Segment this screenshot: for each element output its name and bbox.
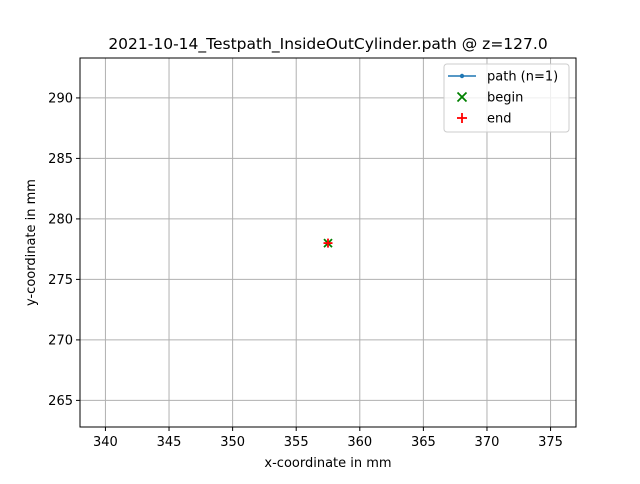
- x-tick-label: 370: [475, 435, 500, 450]
- y-tick-label: 290: [48, 91, 73, 106]
- legend: path (n=1) begin end: [443, 63, 570, 133]
- legend-path-marker-icon: [459, 73, 465, 79]
- x-tick-label: 340: [93, 435, 118, 450]
- chart-title: 2021-10-14_Testpath_InsideOutCylinder.pa…: [108, 35, 547, 54]
- axis-ticks: 340 345 350 355 360 365 370 375 265 270 275 280 285 2…: [48, 91, 563, 450]
- y-tick-label: 265: [48, 394, 73, 409]
- x-tick-label: 350: [220, 435, 245, 450]
- x-tick-label: 365: [411, 435, 436, 450]
- plot-marks: [323, 238, 333, 248]
- y-tick-label: 275: [48, 273, 73, 288]
- y-tick-label: 270: [48, 333, 73, 348]
- plot-frame: [79, 57, 577, 428]
- y-tick-label: 280: [48, 212, 73, 227]
- legend-end-plus-icon: [457, 113, 467, 123]
- legend-box: [443, 63, 570, 133]
- end-marker: [323, 238, 333, 248]
- x-axis-title: x-coordinate in mm: [264, 456, 391, 471]
- x-tick-label: 345: [157, 435, 182, 450]
- y-tick-label: 285: [48, 152, 73, 167]
- legend-begin-x-icon: [456, 91, 468, 103]
- x-tick-label: 375: [538, 435, 563, 450]
- legend-label-end: end: [487, 112, 512, 127]
- legend-label-path: path (n=1): [487, 70, 558, 85]
- y-axis-title: y-coordinate in mm: [24, 179, 39, 306]
- legend-label-begin: begin: [487, 91, 523, 106]
- x-tick-label: 360: [347, 435, 372, 450]
- x-tick-label: 355: [284, 435, 309, 450]
